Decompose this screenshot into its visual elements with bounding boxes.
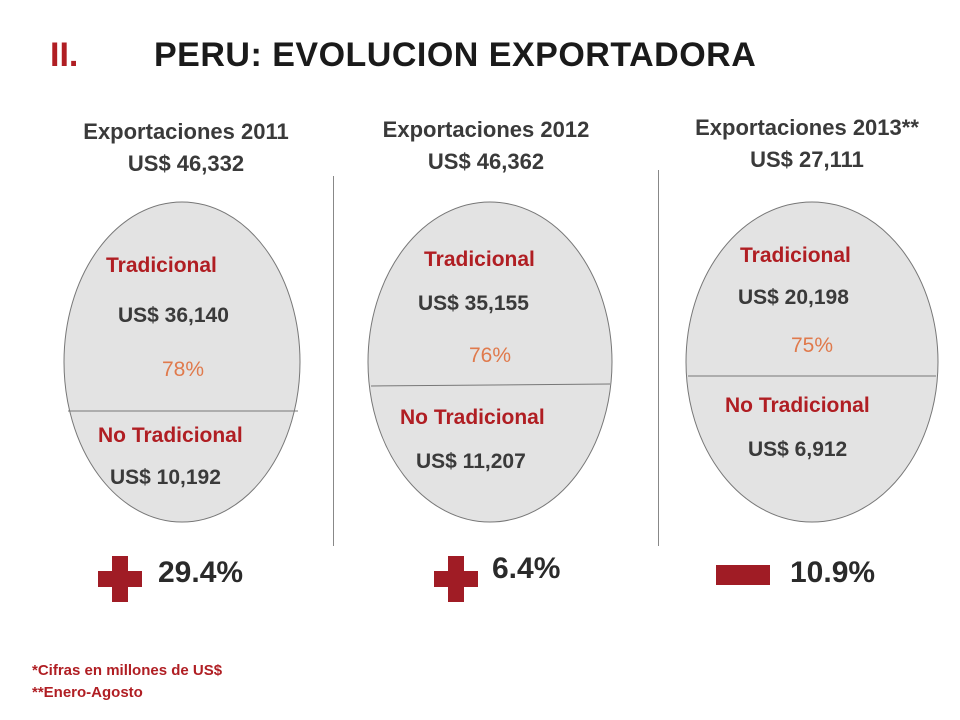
change-2012: 6.4% (492, 552, 561, 585)
label-tradicional-2011: Tradicional (106, 254, 217, 277)
header-2012: Exportaciones 2012 US$ 46,362 (336, 114, 636, 178)
change-2013: 10.9% (790, 556, 876, 589)
value-tradicional-2011: US$ 36,140 (118, 304, 229, 327)
split-line-2012 (370, 383, 611, 387)
plus-icon-horizontal (434, 571, 478, 587)
percent-tradicional-2012: 76% (469, 344, 512, 367)
label-tradicional-2012: Tradicional (424, 248, 535, 271)
section-number: II. (50, 36, 79, 74)
value-no-tradicional-2012: US$ 11,207 (416, 450, 526, 473)
page-title: PERU: EVOLUCION EXPORTADORA (154, 36, 757, 74)
percent-tradicional-2013: 75% (791, 334, 834, 357)
column-divider (333, 176, 334, 546)
header-2012-title: Exportaciones 2012 (382, 117, 590, 142)
label-no-tradicional-2011: No Tradicional (98, 424, 243, 447)
header-2011: Exportaciones 2011 US$ 46,332 (36, 116, 336, 180)
label-no-tradicional-2012: No Tradicional (400, 406, 545, 429)
value-no-tradicional-2011: US$ 10,192 (110, 466, 221, 489)
header-2011-title: Exportaciones 2011 (83, 119, 289, 144)
minus-icon (716, 565, 770, 585)
header-2013-title: Exportaciones 2013** (695, 115, 919, 140)
value-tradicional-2012: US$ 35,155 (418, 292, 529, 315)
ellipse-2012 (367, 201, 613, 523)
header-2013-total: US$ 27,111 (750, 147, 864, 172)
header-2012-total: US$ 46,362 (427, 149, 545, 174)
value-no-tradicional-2013: US$ 6,912 (748, 438, 848, 461)
label-no-tradicional-2013: No Tradicional (725, 394, 870, 417)
percent-tradicional-2011: 78% (162, 358, 205, 381)
ellipse-2013 (685, 201, 939, 523)
value-tradicional-2013: US$ 20,198 (738, 286, 849, 309)
plus-icon-horizontal (98, 571, 142, 587)
footnote-units: *Cifras en millones de US$ (32, 662, 223, 679)
header-2011-total: US$ 46,332 (127, 151, 245, 176)
column-divider (658, 170, 659, 546)
label-tradicional-2013: Tradicional (740, 244, 851, 267)
header-2013: Exportaciones 2013** US$ 27,111 (657, 112, 957, 176)
change-2011: 29.4% (158, 556, 244, 589)
footnote-period: **Enero-Agosto (32, 684, 143, 701)
ellipse-2011 (63, 201, 301, 523)
